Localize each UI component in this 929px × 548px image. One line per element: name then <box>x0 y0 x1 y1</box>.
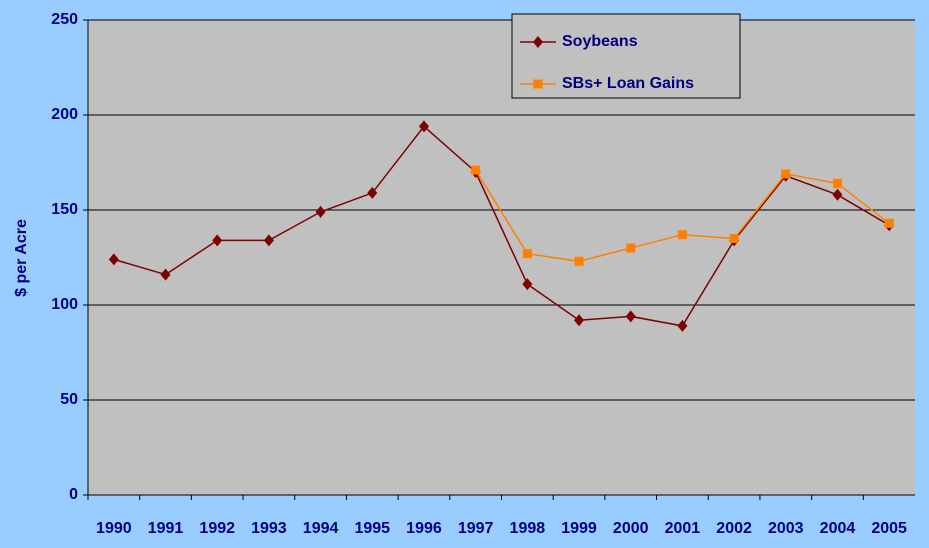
y-tick-label: 0 <box>69 486 78 503</box>
x-tick-label: 1993 <box>251 520 287 537</box>
data-point <box>626 243 636 253</box>
x-tick-label: 2005 <box>871 520 907 537</box>
x-tick-label: 1994 <box>303 520 339 537</box>
y-tick-label: 200 <box>51 106 78 123</box>
x-tick-label: 1997 <box>458 520 494 537</box>
data-point <box>677 319 688 332</box>
y-axis-label: $ per Acre <box>13 219 30 297</box>
x-tick-label: 2000 <box>613 520 649 537</box>
data-point <box>574 256 584 266</box>
data-point <box>832 178 842 188</box>
x-tick-label: 1990 <box>96 520 132 537</box>
y-tick-label: 100 <box>51 296 78 313</box>
data-point <box>212 234 223 247</box>
legend-label: Soybeans <box>562 33 638 50</box>
data-point <box>574 314 585 327</box>
data-point <box>108 253 119 266</box>
data-point <box>677 230 687 240</box>
data-point <box>832 188 843 201</box>
data-point <box>884 218 894 228</box>
x-tick-label: 1991 <box>148 520 184 537</box>
data-point <box>471 165 481 175</box>
data-point <box>781 169 791 179</box>
y-tick-label: 150 <box>51 201 78 218</box>
x-tick-label: 1995 <box>354 520 390 537</box>
plot-area <box>88 20 915 495</box>
data-point <box>522 278 533 291</box>
x-tick-label: 2003 <box>768 520 804 537</box>
data-point <box>263 234 274 247</box>
legend-marker <box>533 79 543 89</box>
x-tick-label: 2004 <box>820 520 856 537</box>
data-point <box>367 186 378 199</box>
x-tick-label: 1998 <box>510 520 546 537</box>
legend-label: SBs+ Loan Gains <box>562 75 694 92</box>
x-tick-label: 2001 <box>665 520 701 537</box>
x-tick-label: 2002 <box>716 520 752 537</box>
data-point <box>625 310 636 323</box>
y-tick-label: 50 <box>60 391 78 408</box>
legend-marker <box>533 36 543 48</box>
y-tick-label: 250 <box>51 11 78 28</box>
data-point <box>729 234 739 243</box>
x-tick-label: 1992 <box>199 520 235 537</box>
x-tick-label: 1999 <box>561 520 597 537</box>
data-point <box>315 205 326 218</box>
series-line <box>113 125 890 327</box>
data-point <box>160 268 171 281</box>
x-tick-label: 1996 <box>406 520 442 537</box>
data-point <box>522 249 532 259</box>
data-point <box>418 120 429 133</box>
